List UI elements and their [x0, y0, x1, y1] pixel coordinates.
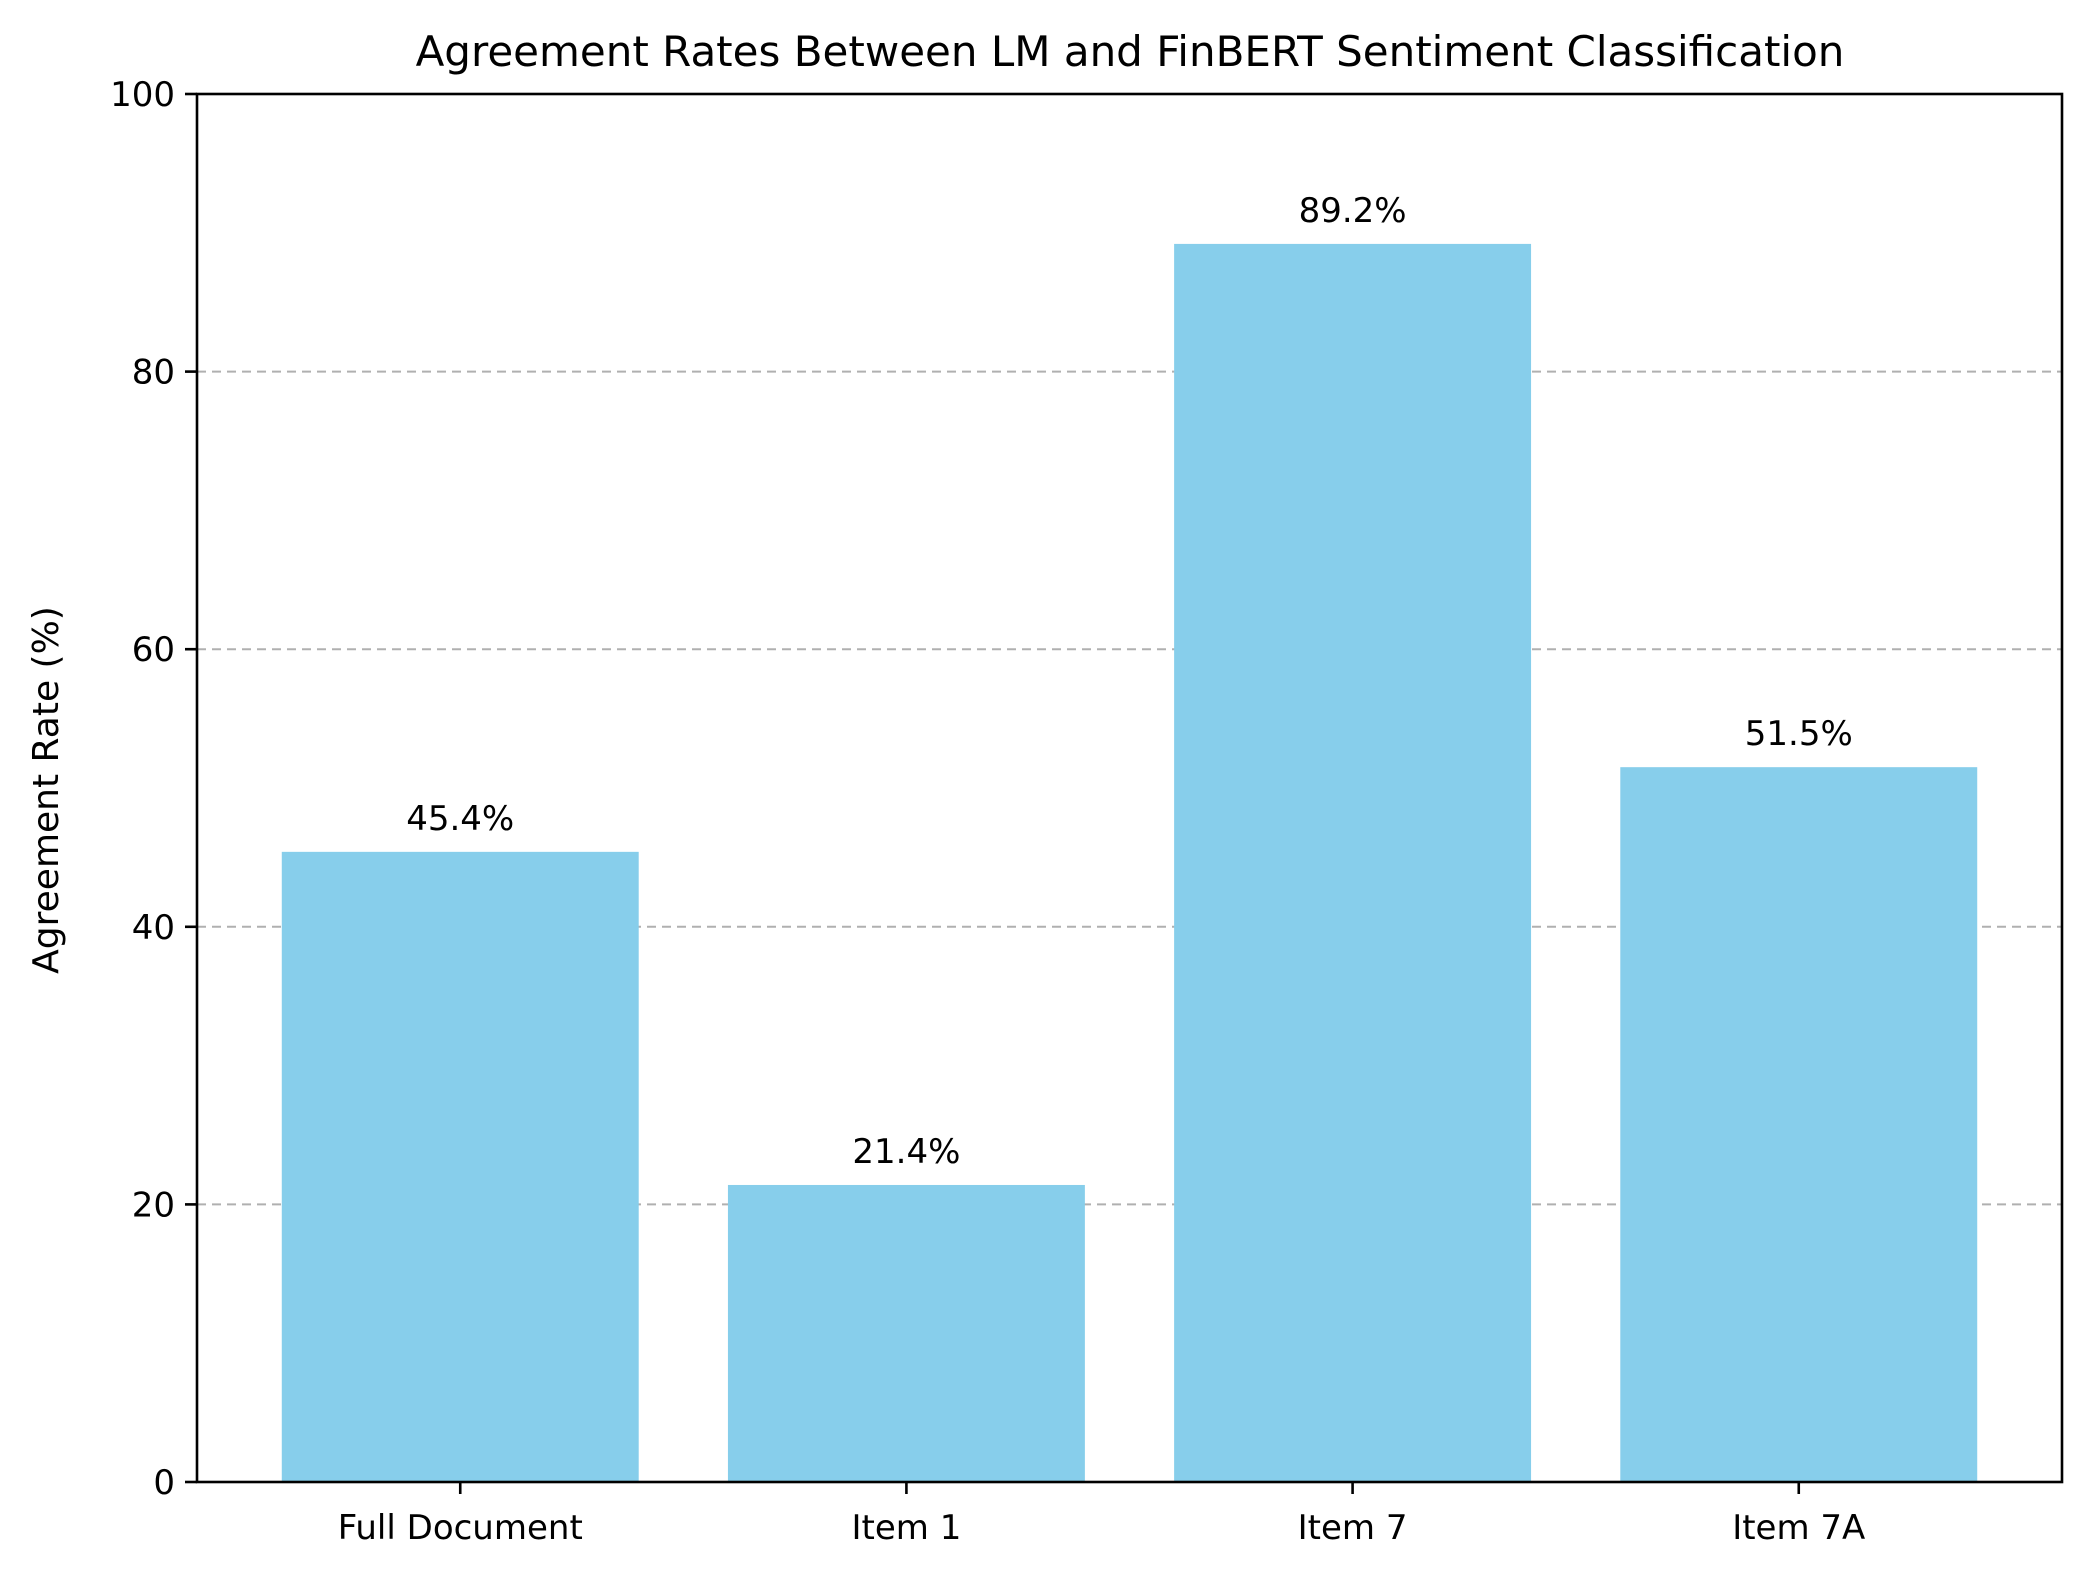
bars-layer — [281, 243, 1978, 1482]
y-tick-label-80: 80 — [132, 353, 175, 393]
bar-full-document — [281, 851, 639, 1482]
bar-item-1 — [727, 1184, 1085, 1482]
x-tick-label-item-1: Item 1 — [851, 1508, 961, 1548]
grid-layer — [197, 370, 2062, 1206]
y-tick-label-100: 100 — [110, 75, 175, 115]
data-label-item-7: 89.2% — [1299, 191, 1407, 231]
bar-item-7 — [1174, 243, 1532, 1482]
x-tick-label-item-7a: Item 7A — [1732, 1508, 1865, 1548]
labels-layer: 45.4% 21.4% 89.2% 51.5% 0 20 40 60 80 100 Full Doc… — [110, 75, 1865, 1548]
axes-layer — [185, 92, 2064, 1494]
y-tick-label-60: 60 — [132, 630, 175, 670]
y-tick-label-40: 40 — [132, 908, 175, 948]
x-tick-label-full-document: Full Document — [338, 1508, 583, 1548]
y-tick-label-20: 20 — [132, 1185, 175, 1225]
data-label-item-7a: 51.5% — [1745, 714, 1853, 754]
plot-frame — [195, 92, 2064, 1484]
data-label-full-document: 45.4% — [406, 799, 514, 839]
bar-item-7a — [1620, 767, 1978, 1482]
chart-title: Agreement Rates Between LM and FinBERT S… — [416, 27, 1845, 76]
y-axis-label: Agreement Rate (%) — [26, 606, 67, 974]
data-label-item-1: 21.4% — [852, 1132, 960, 1172]
x-tick-label-item-7: Item 7 — [1298, 1508, 1408, 1548]
y-tick-label-0: 0 — [153, 1463, 175, 1503]
